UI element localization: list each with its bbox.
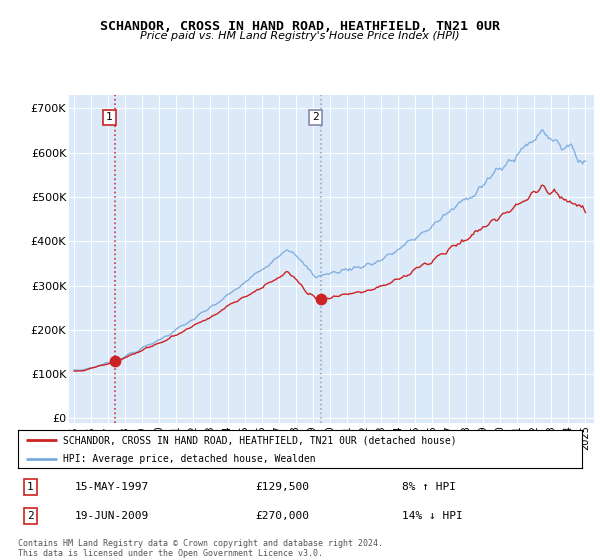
Text: 2: 2 bbox=[312, 113, 319, 122]
Point bbox=[316, 295, 326, 304]
Text: 1: 1 bbox=[27, 482, 34, 492]
Point bbox=[110, 357, 119, 366]
Text: £270,000: £270,000 bbox=[255, 511, 309, 521]
Text: 2: 2 bbox=[27, 511, 34, 521]
Text: 1: 1 bbox=[106, 113, 113, 122]
Text: Contains HM Land Registry data © Crown copyright and database right 2024.
This d: Contains HM Land Registry data © Crown c… bbox=[18, 539, 383, 558]
Text: HPI: Average price, detached house, Wealden: HPI: Average price, detached house, Weal… bbox=[63, 454, 316, 464]
Text: £129,500: £129,500 bbox=[255, 482, 309, 492]
Text: Price paid vs. HM Land Registry's House Price Index (HPI): Price paid vs. HM Land Registry's House … bbox=[140, 31, 460, 41]
Text: 8% ↑ HPI: 8% ↑ HPI bbox=[401, 482, 455, 492]
Text: SCHANDOR, CROSS IN HAND ROAD, HEATHFIELD, TN21 0UR: SCHANDOR, CROSS IN HAND ROAD, HEATHFIELD… bbox=[100, 20, 500, 32]
Text: 15-MAY-1997: 15-MAY-1997 bbox=[74, 482, 149, 492]
Text: 19-JUN-2009: 19-JUN-2009 bbox=[74, 511, 149, 521]
Text: 14% ↓ HPI: 14% ↓ HPI bbox=[401, 511, 462, 521]
Text: SCHANDOR, CROSS IN HAND ROAD, HEATHFIELD, TN21 0UR (detached house): SCHANDOR, CROSS IN HAND ROAD, HEATHFIELD… bbox=[63, 435, 457, 445]
